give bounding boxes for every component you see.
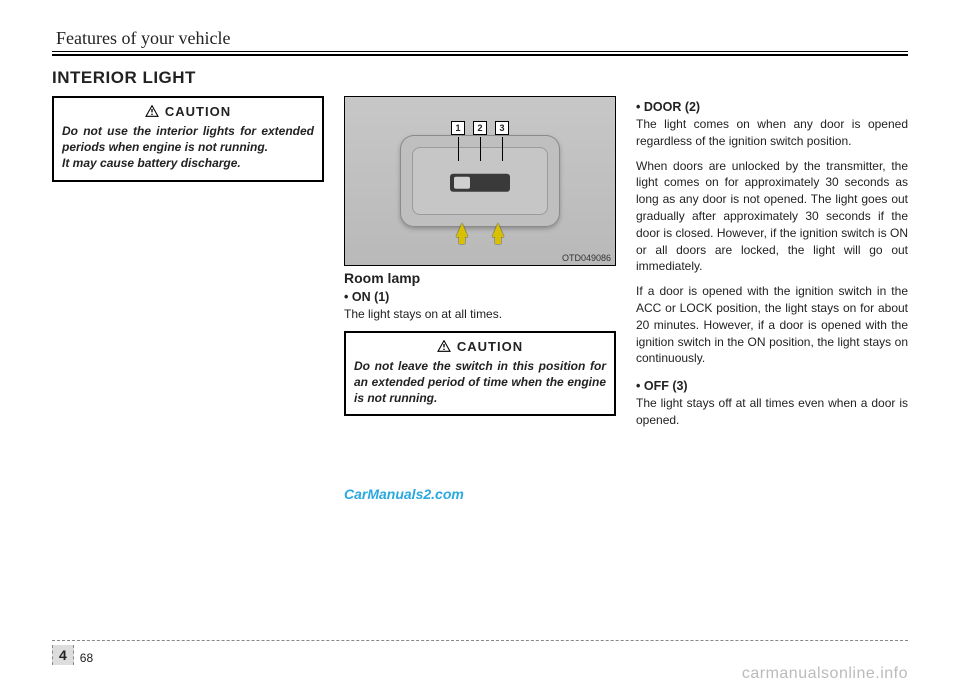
callout-2: 2 xyxy=(473,121,487,135)
off-heading: • OFF (3) xyxy=(636,379,908,393)
caution-heading: CAUTION xyxy=(354,339,606,354)
watermark-carmanuals2: CarManuals2.com xyxy=(344,486,616,502)
caution-heading: CAUTION xyxy=(62,104,314,119)
divider-thin xyxy=(52,51,908,52)
door-text-1: The light comes on when any door is open… xyxy=(636,116,908,150)
caution-body-1: Do not use the interior lights for exten… xyxy=(62,123,314,172)
arrow-icon xyxy=(492,223,504,237)
arrow-icon xyxy=(456,223,468,237)
watermark-carmanualsonline: carmanualsonline.info xyxy=(742,665,908,683)
callout-line xyxy=(458,137,459,161)
page-number: 68 xyxy=(80,651,93,665)
callout-line xyxy=(502,137,503,161)
section-title: INTERIOR LIGHT xyxy=(52,68,908,88)
on-heading: • ON (1) xyxy=(344,290,616,304)
caution-label: CAUTION xyxy=(165,104,231,119)
caution-label: CAUTION xyxy=(457,339,523,354)
door-text-3: If a door is opened with the ignition sw… xyxy=(636,283,908,367)
chapter-title: Features of your vehicle xyxy=(52,28,908,49)
figure-callouts: 1 2 3 xyxy=(451,121,509,135)
caution-box-1: CAUTION Do not use the interior lights f… xyxy=(52,96,324,182)
off-text: The light stays off at all times even wh… xyxy=(636,395,908,429)
callout-1: 1 xyxy=(451,121,465,135)
caution-box-2: CAUTION Do not leave the switch in this … xyxy=(344,331,616,417)
callout-3: 3 xyxy=(495,121,509,135)
door-heading: • DOOR (2) xyxy=(636,100,908,114)
room-lamp-figure: 1 2 3 OTD049086 xyxy=(344,96,616,266)
room-lamp-heading: Room lamp xyxy=(344,270,616,286)
footer-divider xyxy=(52,640,908,641)
caution-body-2: Do not leave the switch in this position… xyxy=(354,358,606,407)
caution-icon xyxy=(437,340,451,352)
figure-code: OTD049086 xyxy=(562,253,611,263)
caution-icon xyxy=(145,105,159,117)
door-text-2: When doors are unlocked by the transmitt… xyxy=(636,158,908,276)
column-1: CAUTION Do not use the interior lights f… xyxy=(52,96,324,502)
page-footer: 4 68 xyxy=(52,640,908,665)
lamp-switch xyxy=(450,174,510,192)
column-2: 1 2 3 OTD049086 Room lamp • ON (1) The l… xyxy=(344,96,616,502)
on-text: The light stays on at all times. xyxy=(344,306,616,323)
callout-line xyxy=(480,137,481,161)
column-3: • DOOR (2) The light comes on when any d… xyxy=(636,96,908,502)
divider-thick xyxy=(52,54,908,56)
section-number-tab: 4 xyxy=(52,645,74,665)
